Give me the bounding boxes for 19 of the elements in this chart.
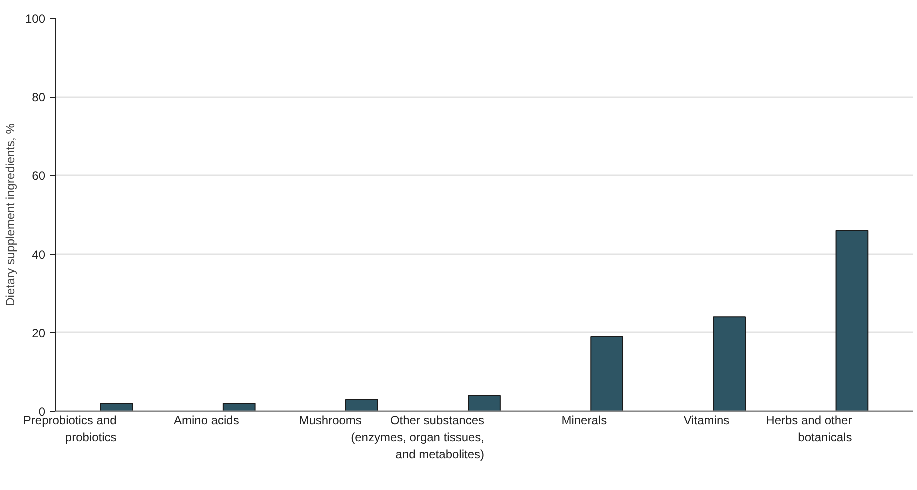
bar [713, 316, 746, 412]
y-tick-label: 80 [32, 90, 46, 105]
y-tick-label: 60 [32, 169, 46, 184]
y-tick-label: 20 [32, 326, 46, 340]
bar [590, 336, 624, 412]
x-tick-label: Herbs and other botanicals [766, 414, 852, 444]
bar [468, 395, 501, 412]
x-tick-label: Amino acids [174, 414, 240, 428]
bar [100, 403, 134, 412]
y-axis-title: Dietary supplement ingredients, % [3, 123, 18, 306]
bar [836, 230, 869, 412]
bar [222, 403, 256, 412]
x-tick-label: Minerals [562, 414, 608, 428]
bar [345, 399, 378, 412]
y-tick-label: 40 [32, 248, 46, 262]
y-tick-label: 0 [38, 405, 46, 419]
x-tick-label: Mushrooms [299, 414, 362, 428]
y-tick-label: 100 [25, 12, 46, 26]
x-tick-label: Vitamins [684, 414, 730, 428]
